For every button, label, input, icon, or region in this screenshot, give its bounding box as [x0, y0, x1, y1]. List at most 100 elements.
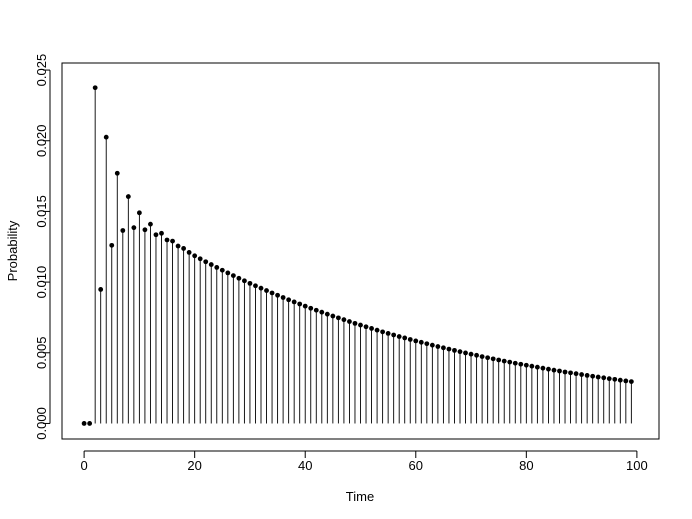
data-point-14: [159, 230, 164, 236]
data-point-95: [606, 376, 612, 382]
data-point-3: [98, 287, 104, 292]
data-point-21: [197, 256, 203, 262]
data-point-79: [518, 361, 524, 367]
data-point-69: [463, 350, 468, 356]
data-point-8: [125, 194, 131, 199]
data-point-5: [109, 242, 115, 248]
data-point-49: [352, 320, 358, 326]
x-tick-label: 20: [187, 458, 201, 473]
data-point-59: [407, 337, 413, 342]
points-layer: [81, 85, 634, 426]
data-point-72: [479, 354, 485, 359]
data-point-25: [219, 267, 225, 273]
plot-frame: [61, 62, 660, 440]
data-point-73: [485, 355, 491, 361]
data-point-39: [297, 301, 303, 307]
data-point-91: [584, 372, 590, 378]
data-point-24: [214, 264, 220, 270]
data-point-28: [236, 275, 242, 281]
y-axis-title: Probability: [5, 220, 20, 281]
data-point-11: [142, 227, 148, 233]
y-tick-label: 0.015: [34, 195, 49, 228]
data-point-67: [452, 347, 457, 353]
data-point-71: [474, 352, 479, 358]
data-point-46: [335, 315, 341, 321]
data-point-63: [429, 342, 435, 348]
y-axis: 0.000 0.005 0.010 0.015 0.020 0.025: [34, 54, 51, 440]
data-point-32: [258, 285, 264, 291]
data-point-40: [302, 303, 308, 309]
data-point-70: [468, 351, 474, 357]
data-point-76: [501, 358, 507, 364]
x-axis: 0 20 40 60 80 100: [80, 450, 648, 473]
data-point-62: [424, 341, 430, 347]
data-point-30: [247, 280, 253, 286]
data-point-20: [192, 253, 198, 259]
data-point-96: [612, 376, 618, 382]
data-point-54: [380, 329, 386, 335]
data-point-44: [324, 311, 330, 317]
y-tick-label: 0.020: [34, 124, 49, 157]
x-tick-label: 60: [409, 458, 423, 473]
data-point-47: [341, 317, 347, 323]
data-point-15: [164, 237, 170, 243]
data-point-55: [385, 331, 391, 336]
data-point-97: [617, 377, 623, 383]
x-axis-title: Time: [346, 489, 374, 504]
data-point-86: [557, 368, 562, 374]
data-point-33: [264, 288, 269, 293]
data-point-13: [153, 232, 159, 238]
data-point-84: [546, 366, 551, 372]
data-point-19: [186, 250, 192, 255]
y-tick-label: 0.005: [34, 337, 49, 370]
data-point-27: [230, 273, 236, 278]
y-tick-label: 0.025: [34, 54, 49, 87]
data-point-26: [225, 270, 231, 276]
y-tick-label: 0.010: [34, 266, 49, 299]
data-point-50: [358, 322, 363, 328]
data-point-35: [275, 292, 280, 298]
data-point-77: [507, 359, 513, 365]
data-point-60: [413, 338, 419, 344]
data-point-82: [534, 364, 540, 370]
data-point-90: [579, 372, 585, 377]
data-point-22: [203, 259, 209, 265]
data-point-0: [81, 421, 87, 426]
data-point-52: [369, 326, 374, 331]
data-point-2: [92, 85, 98, 91]
data-point-45: [330, 313, 336, 319]
data-point-29: [242, 278, 247, 284]
data-point-41: [308, 305, 314, 311]
data-point-37: [286, 297, 292, 303]
x-tick-label: 80: [519, 458, 533, 473]
data-point-16: [170, 238, 175, 244]
data-point-17: [175, 243, 181, 249]
data-point-31: [253, 283, 258, 289]
data-point-43: [319, 309, 325, 315]
data-point-99: [628, 379, 634, 385]
x-tick-label: 100: [626, 458, 648, 473]
data-point-80: [523, 362, 529, 368]
data-point-38: [291, 299, 297, 305]
data-point-64: [435, 344, 441, 349]
data-point-9: [131, 225, 137, 231]
data-point-85: [551, 367, 557, 373]
data-point-18: [181, 246, 187, 251]
data-point-10: [136, 210, 142, 216]
data-point-56: [391, 332, 397, 338]
data-point-58: [402, 335, 408, 341]
x-tick-label: 40: [298, 458, 312, 473]
data-point-83: [540, 365, 546, 371]
data-point-61: [418, 339, 424, 345]
x-tick-label: 0: [80, 458, 87, 473]
stems-layer: [94, 87, 632, 424]
data-point-89: [573, 371, 579, 377]
data-point-75: [496, 357, 502, 363]
data-point-36: [280, 295, 286, 300]
data-point-7: [120, 228, 126, 233]
data-point-65: [441, 345, 446, 351]
data-point-42: [313, 307, 319, 313]
data-point-68: [457, 349, 463, 355]
data-point-57: [396, 334, 402, 339]
